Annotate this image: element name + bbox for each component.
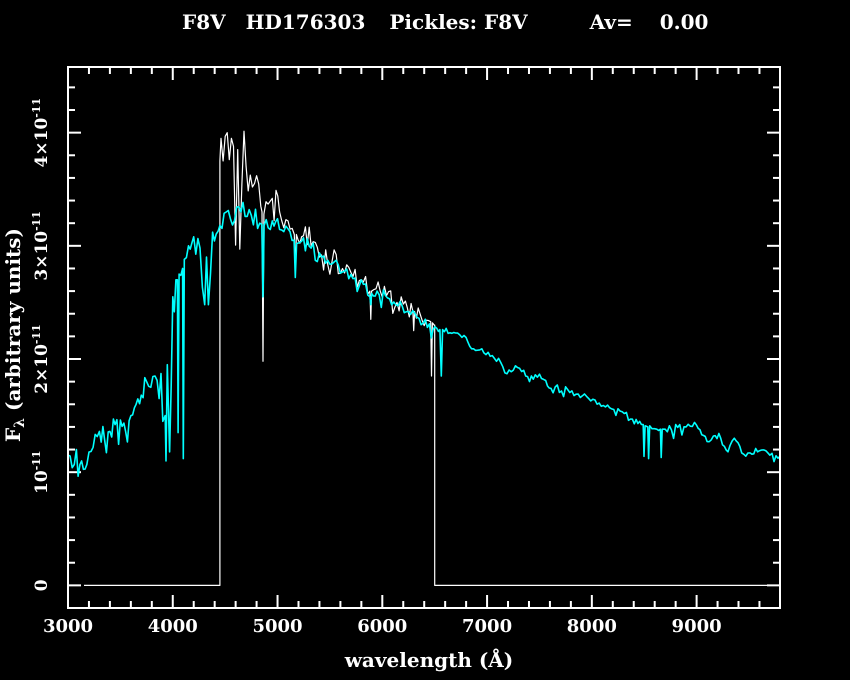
plot-title: F8V HD176303 Pickles: F8V Av= 0.00 xyxy=(182,10,708,34)
observed-spectrum-curve xyxy=(84,130,779,586)
svg-text:8000: 8000 xyxy=(567,616,617,637)
pickles-template-f8v-curve xyxy=(69,201,779,477)
plot-frame xyxy=(67,66,781,609)
x-ticks xyxy=(67,67,761,608)
svg-text:Fλ (arbitrary units): Fλ (arbitrary units) xyxy=(1,228,28,442)
svg-text:4000: 4000 xyxy=(148,616,198,637)
star-name-label: HD176303 xyxy=(245,10,366,34)
x-axis-title: wavelength (Å) xyxy=(344,648,514,672)
pickles-template-label: Pickles: F8V xyxy=(389,10,528,34)
svg-text:10-11: 10-11 xyxy=(30,450,52,494)
svg-text:2×10-11: 2×10-11 xyxy=(30,324,52,394)
svg-text:4×10-11: 4×10-11 xyxy=(30,98,52,168)
star-type-label: F8V xyxy=(182,10,226,34)
svg-text:3×10-11: 3×10-11 xyxy=(30,211,52,281)
svg-text:0: 0 xyxy=(32,579,52,591)
y-ticks xyxy=(68,86,780,587)
y-tick-labels: 0 10-11 2×10-11 3×10-11 4×10-11 xyxy=(30,98,52,591)
av-value: 0.00 xyxy=(659,10,709,34)
x-tick-labels: 3000 4000 5000 6000 7000 8000 9000 xyxy=(43,616,722,637)
svg-text:7000: 7000 xyxy=(462,616,512,637)
svg-text:9000: 9000 xyxy=(672,616,722,637)
y-axis-title: Fλ (arbitrary units) xyxy=(1,228,28,442)
svg-text:3000: 3000 xyxy=(43,616,93,637)
svg-text:6000: 6000 xyxy=(357,616,407,637)
av-label: Av= xyxy=(589,10,633,34)
svg-text:5000: 5000 xyxy=(252,616,302,637)
